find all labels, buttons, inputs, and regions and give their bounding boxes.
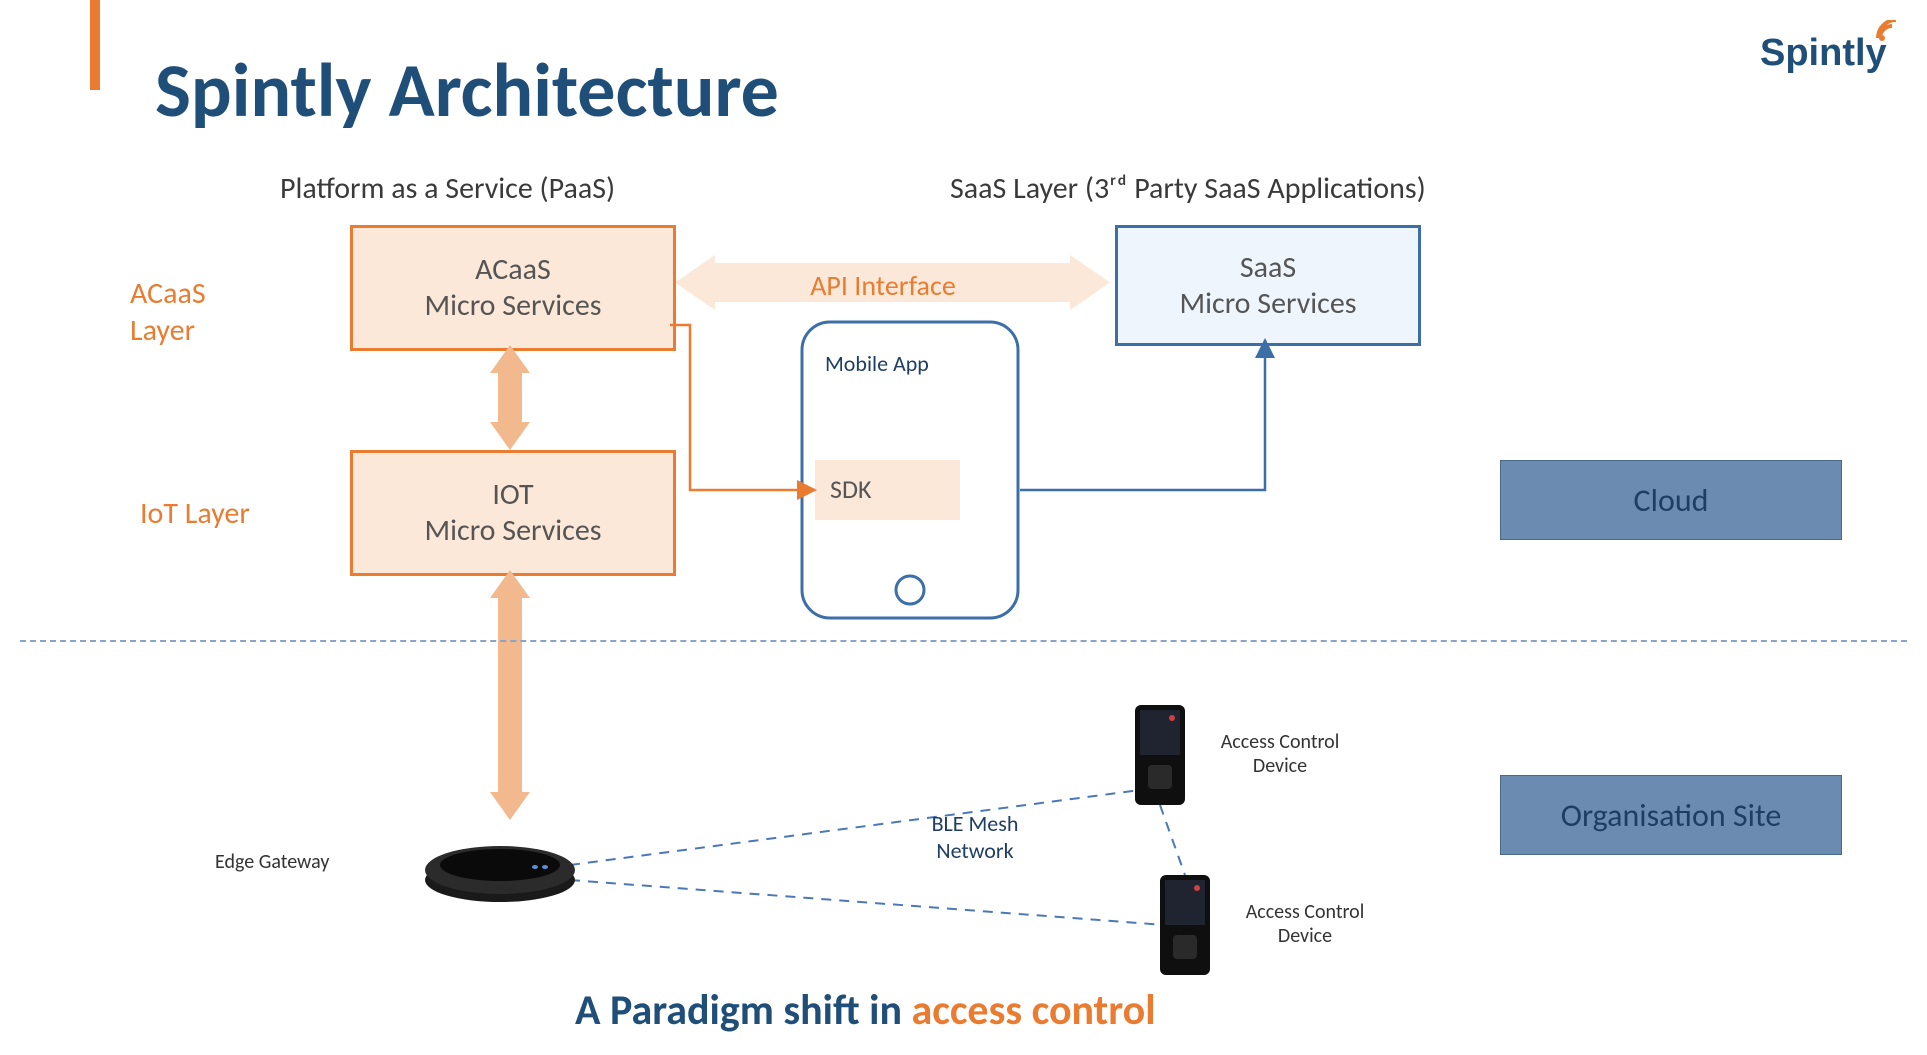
saas-box: SaaS Micro Services [1115,225,1421,346]
access-control-device-1-icon [1130,700,1190,815]
cloud-badge: Cloud [1500,460,1842,540]
accent-bar [90,0,100,90]
saas-label: SaaS Layer (3ʳᵈ Party SaaS Applications) [950,170,1426,207]
access-control-device-2-label: Access ControlDevice [1230,900,1380,948]
footer-tagline: A Paradigm shift in access control [575,985,1156,1036]
spintly-logo: Spintly [1760,20,1910,85]
logo-text: Spintly [1760,32,1887,74]
acaas-box: ACaaS Micro Services [350,225,676,351]
cloud-site-divider [20,640,1907,642]
api-interface-box: API Interface [760,255,1006,316]
mobile-app-label: Mobile App [825,350,929,377]
access-control-device-1-label: Access ControlDevice [1205,730,1355,778]
paas-label: Platform as a Service (PaaS) [280,170,615,207]
footer-part1: A Paradigm shift in [575,985,912,1036]
edge-gateway-icon [420,825,580,910]
edge-gateway-label: Edge Gateway [215,850,329,874]
mobile-phone: Mobile App SDK [800,320,1020,620]
acaas-layer-label: ACaaSLayer [130,275,206,349]
org-site-badge: Organisation Site [1500,775,1842,855]
ble-mesh-label: BLE MeshNetwork [900,810,1050,864]
iot-layer-label: IoT Layer [140,495,250,532]
arrow-iot-edge [490,570,530,820]
arrow-acaas-iot [490,345,530,450]
access-control-device-2-icon [1155,870,1215,985]
logo-wave-icon [1879,35,1885,41]
iot-box: IOT Micro Services [350,450,676,576]
sdk-box: SDK [815,460,960,520]
slide-root: Spintly Architecture Spintly Platform as… [0,0,1927,1055]
footer-part2: access control [912,985,1156,1036]
page-title: Spintly Architecture [155,45,779,137]
